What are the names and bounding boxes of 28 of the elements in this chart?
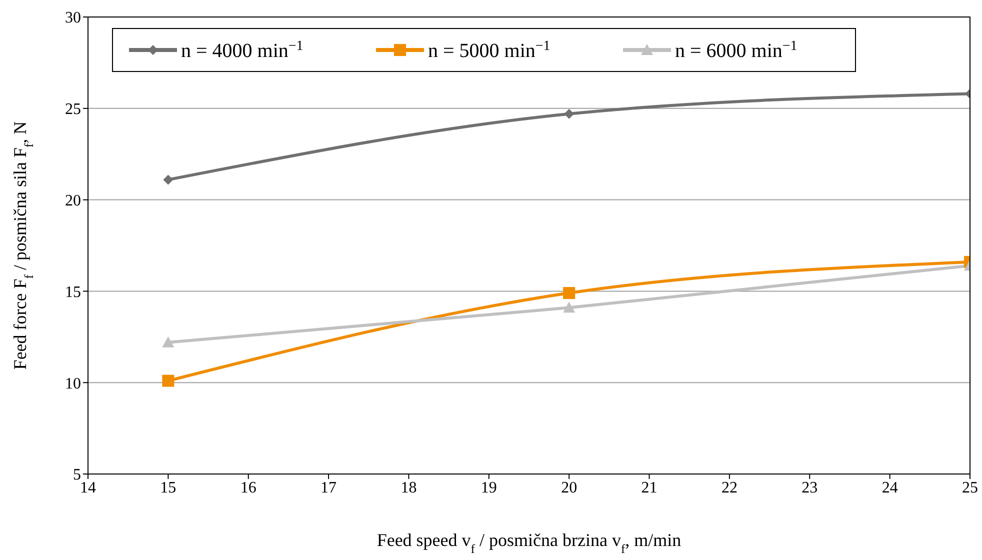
point <box>162 374 174 387</box>
legend-label: n = 4000 min$^{−1}$ <box>180 38 303 62</box>
point <box>563 287 576 300</box>
y-tick-label: 5 <box>73 466 81 484</box>
x-axis-title: Feed speed v$_{f}$ / posmična brzina v$_{f}$, m/min <box>376 530 682 556</box>
legend-label: n = 5000 min$^{−1}$ <box>428 38 550 62</box>
x-tick-label: 19 <box>480 479 497 496</box>
point <box>563 302 576 313</box>
x-tick-label: 18 <box>400 479 417 496</box>
y-tick-label: 20 <box>65 192 81 210</box>
x-tick-label: 15 <box>160 479 176 496</box>
point <box>162 336 174 348</box>
x-tick-label: 20 <box>561 479 578 496</box>
x-tick-label: 14 <box>80 479 96 496</box>
x-tick-label: 17 <box>320 479 337 496</box>
point <box>564 108 574 119</box>
legend-label: n = 6000 min$^{−1}$ <box>675 38 798 62</box>
x-tick-label: 25 <box>962 479 978 496</box>
y-tick-label: 30 <box>65 10 81 27</box>
x-tick-label: 21 <box>641 479 658 496</box>
y-tick-label: 15 <box>65 284 81 301</box>
x-tick-label: 16 <box>240 479 256 496</box>
y-tick-label: 25 <box>65 101 81 118</box>
y-tick-label: 10 <box>65 375 81 392</box>
x-tick-label: 24 <box>882 479 898 496</box>
x-tick-label: 23 <box>802 479 818 496</box>
x-tick-label: 22 <box>721 479 738 496</box>
point <box>163 174 174 185</box>
